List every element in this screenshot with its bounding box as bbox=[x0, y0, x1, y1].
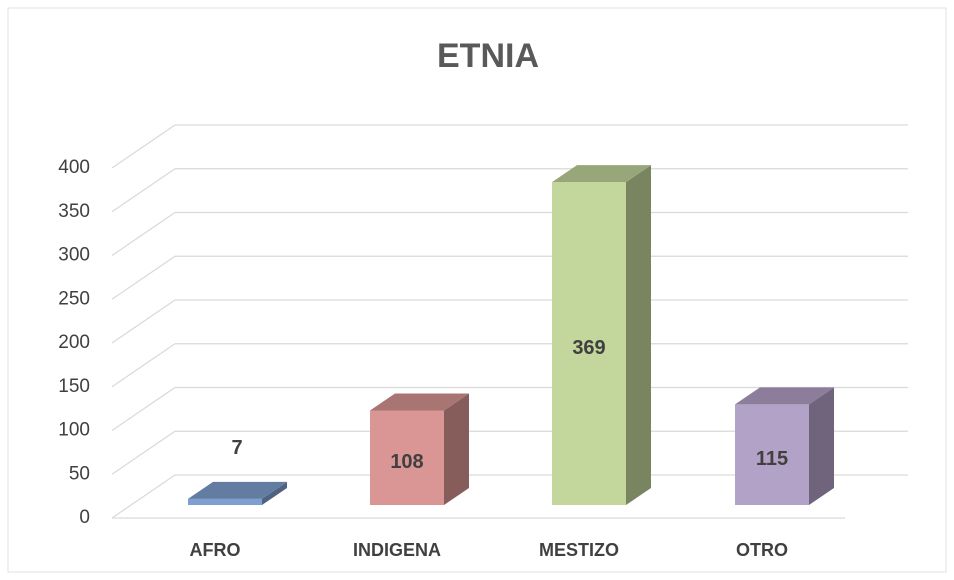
data-label: 115 bbox=[756, 448, 788, 470]
bar bbox=[552, 182, 626, 505]
chart-title: ETNIA bbox=[437, 37, 539, 75]
bar bbox=[370, 410, 444, 505]
grid-line bbox=[111, 255, 176, 300]
x-tick-label: OTRO bbox=[736, 540, 788, 560]
bar bbox=[735, 404, 809, 505]
grid-line bbox=[111, 343, 176, 388]
grid-line bbox=[111, 430, 176, 475]
bar-side bbox=[809, 387, 834, 505]
grid-line bbox=[111, 212, 176, 256]
bar-side bbox=[444, 393, 469, 505]
grid-line bbox=[111, 474, 176, 519]
y-tick-label: 350 bbox=[58, 201, 90, 222]
data-label: 108 bbox=[390, 451, 423, 473]
x-tick-label: AFRO bbox=[190, 540, 241, 560]
y-tick-label: 200 bbox=[58, 332, 90, 353]
y-tick-label: 250 bbox=[58, 288, 90, 309]
grid-line bbox=[111, 387, 176, 431]
grid-line bbox=[111, 299, 176, 344]
grid-line bbox=[111, 168, 176, 213]
bar-top bbox=[188, 481, 287, 499]
y-tick-label: 100 bbox=[58, 420, 90, 441]
x-tick-label: MESTIZO bbox=[539, 540, 619, 560]
bar-top bbox=[735, 387, 834, 405]
data-label: 369 bbox=[572, 337, 605, 359]
bar-side bbox=[262, 481, 287, 505]
y-tick-label: 300 bbox=[58, 245, 90, 266]
bar bbox=[188, 498, 262, 505]
y-tick-label: 400 bbox=[58, 157, 90, 178]
y-tick-label: 150 bbox=[58, 376, 90, 397]
bar-top bbox=[552, 165, 651, 183]
bar-top bbox=[370, 393, 469, 411]
y-tick-label: 0 bbox=[79, 507, 90, 528]
bar-side bbox=[626, 165, 651, 505]
y-tick-label: 50 bbox=[69, 463, 90, 484]
data-label: 7 bbox=[231, 437, 242, 459]
grid-line bbox=[111, 124, 176, 169]
x-tick-label: INDIGENA bbox=[353, 540, 441, 560]
